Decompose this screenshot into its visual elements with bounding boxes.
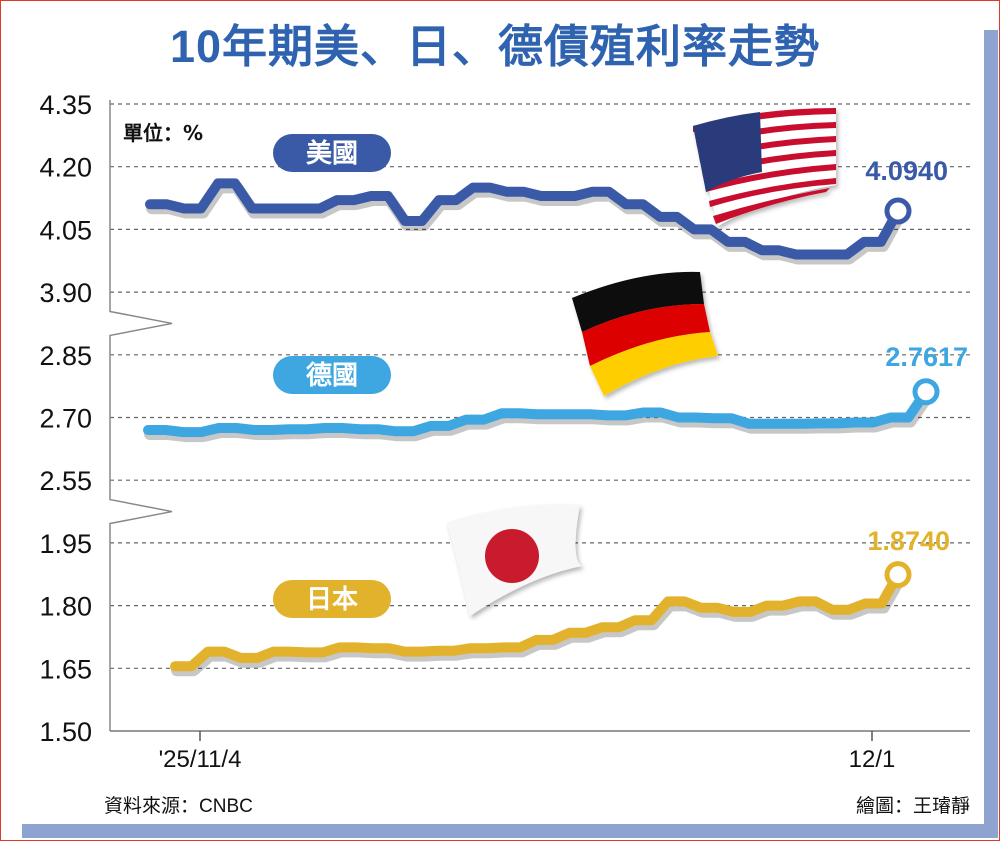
last-value-de: 2.7617	[885, 342, 968, 372]
y-tick-label: 2.85	[39, 341, 92, 371]
chart-title: 10年期美、日、德債殖利率走勢	[169, 21, 821, 72]
series-lines	[143, 178, 934, 677]
unit-label: 單位：%	[123, 121, 203, 145]
credit-note: 繪圖：王璿靜	[855, 796, 970, 817]
us-flag-icon	[693, 108, 836, 226]
legend-pill-jp: 日本	[273, 580, 391, 618]
y-tick-label: 1.65	[39, 654, 92, 684]
panel-shadow-bottom	[22, 824, 998, 838]
last-value-us: 4.0940	[865, 156, 948, 186]
series-line-1	[143, 386, 931, 438]
legend-label-jp: 日本	[306, 585, 358, 615]
x-tick-label: 12/1	[849, 746, 896, 773]
end-point-marker	[912, 378, 940, 406]
y-tick-label: 3.90	[39, 278, 92, 308]
y-tick-label: 4.05	[39, 215, 92, 245]
legend-pill-us: 美國	[273, 134, 391, 172]
x-tick-label: '25/11/4	[159, 746, 242, 773]
y-tick-label: 1.80	[39, 592, 92, 622]
end-point-marker	[884, 197, 912, 225]
y-axis-line	[109, 100, 173, 731]
y-tick-label: 4.20	[39, 153, 92, 183]
end-markers	[884, 197, 940, 589]
y-tick-label: 2.70	[39, 404, 92, 434]
axes	[109, 100, 970, 732]
y-tick-label: 1.50	[39, 717, 92, 747]
legend-pill-de: 德國	[273, 356, 391, 394]
series-line-2	[170, 569, 903, 672]
germany-flag-icon	[572, 271, 718, 396]
y-tick-labels: 4.35 4.20 4.05 3.90 2.85 2.70 2.55 1.95 1.80 1.65…	[39, 90, 92, 747]
source-note: 資料來源：CNBC	[104, 796, 253, 817]
y-tick-label: 2.55	[39, 466, 92, 496]
legend-label-de: 德國	[306, 361, 358, 391]
y-tick-label: 1.95	[39, 529, 92, 559]
legend-label-us: 美國	[306, 138, 358, 169]
end-point-marker	[884, 561, 912, 589]
series-line-0	[145, 178, 903, 260]
panel-shadow-right	[984, 30, 998, 838]
japan-flag-icon	[447, 504, 582, 616]
y-tick-label: 4.35	[39, 90, 92, 120]
last-value-jp: 1.8740	[867, 526, 950, 556]
x-tick-labels: '25/11/4 12/1	[159, 731, 896, 773]
